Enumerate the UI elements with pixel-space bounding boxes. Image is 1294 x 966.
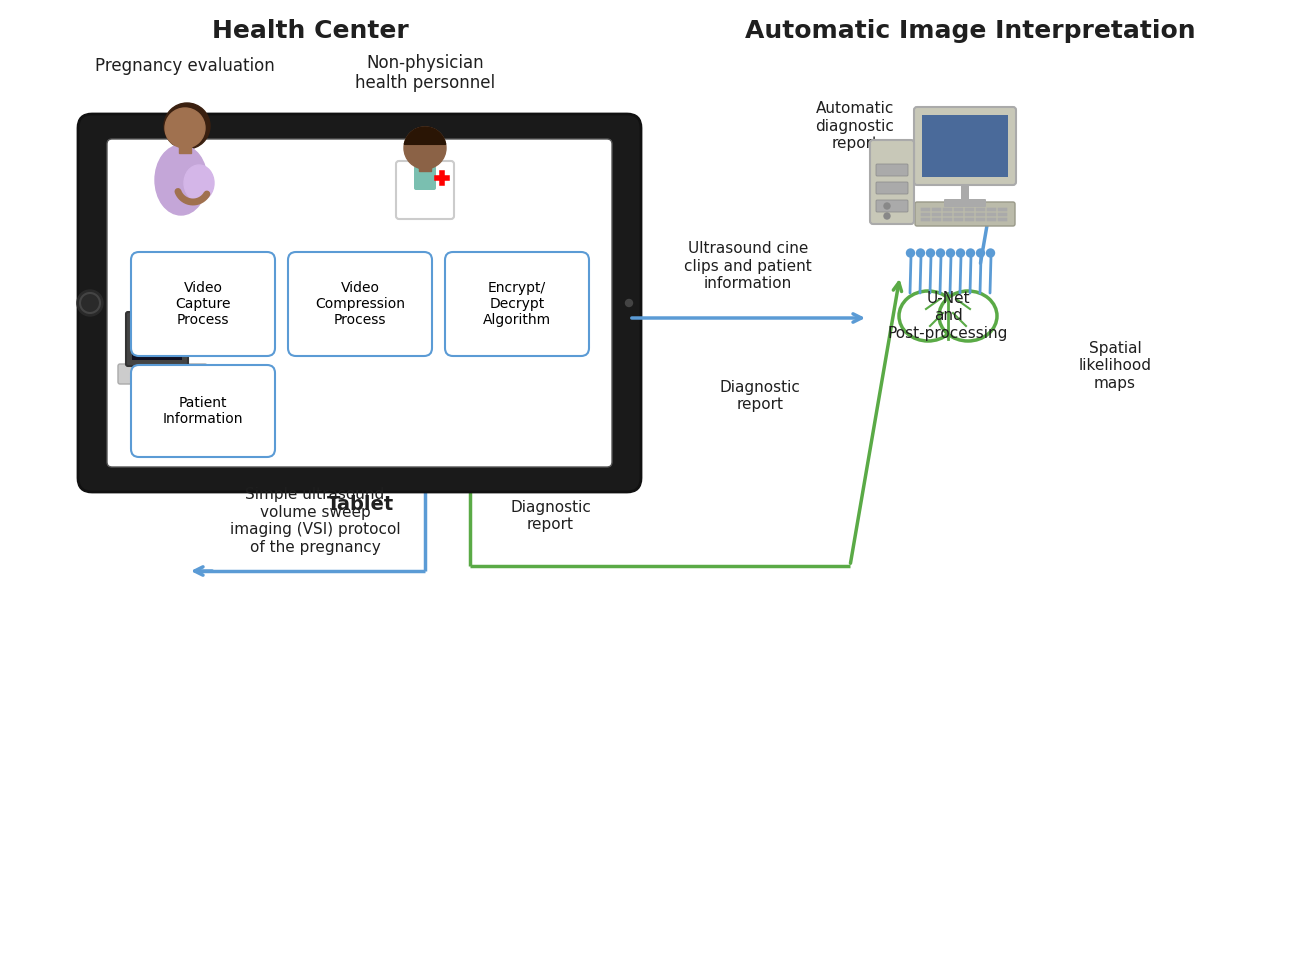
Circle shape <box>625 299 633 306</box>
FancyBboxPatch shape <box>921 217 930 221</box>
Circle shape <box>907 249 915 257</box>
FancyBboxPatch shape <box>943 217 952 221</box>
Circle shape <box>404 127 446 169</box>
Text: Video
Compression
Process: Video Compression Process <box>314 281 405 327</box>
FancyBboxPatch shape <box>965 213 974 216</box>
Text: Diagnostic
report: Diagnostic report <box>719 380 801 412</box>
FancyBboxPatch shape <box>923 115 1008 177</box>
FancyBboxPatch shape <box>998 217 1007 221</box>
FancyBboxPatch shape <box>954 217 963 221</box>
Circle shape <box>78 290 104 316</box>
Circle shape <box>164 103 210 149</box>
Text: Pregnancy evaluation: Pregnancy evaluation <box>96 57 274 75</box>
FancyBboxPatch shape <box>987 213 996 216</box>
FancyBboxPatch shape <box>965 208 974 212</box>
Text: Diagnostic
report: Diagnostic report <box>510 499 591 532</box>
Text: Video
Capture
Process: Video Capture Process <box>175 281 230 327</box>
Circle shape <box>884 213 890 219</box>
Circle shape <box>967 249 974 257</box>
FancyBboxPatch shape <box>118 364 207 384</box>
Circle shape <box>884 203 890 209</box>
Text: Simple ultrasound
volume sweep
imaging (VSI) protocol
of the pregnancy: Simple ultrasound volume sweep imaging (… <box>230 488 400 554</box>
FancyBboxPatch shape <box>131 252 276 356</box>
FancyBboxPatch shape <box>987 217 996 221</box>
Circle shape <box>916 249 924 257</box>
Text: U-Net
and
Post-processing: U-Net and Post-processing <box>888 291 1008 341</box>
FancyBboxPatch shape <box>914 107 1016 185</box>
FancyBboxPatch shape <box>954 213 963 216</box>
FancyBboxPatch shape <box>932 213 941 216</box>
FancyBboxPatch shape <box>943 208 952 212</box>
FancyBboxPatch shape <box>131 365 276 457</box>
FancyBboxPatch shape <box>998 208 1007 212</box>
FancyBboxPatch shape <box>107 139 612 467</box>
FancyBboxPatch shape <box>153 275 163 285</box>
Ellipse shape <box>155 145 207 215</box>
Text: Automatic Image Interpretation: Automatic Image Interpretation <box>744 19 1196 43</box>
FancyBboxPatch shape <box>876 182 908 194</box>
FancyBboxPatch shape <box>419 161 431 171</box>
Circle shape <box>977 249 985 257</box>
FancyBboxPatch shape <box>396 161 454 219</box>
Circle shape <box>166 108 204 148</box>
FancyBboxPatch shape <box>132 318 182 360</box>
FancyBboxPatch shape <box>870 140 914 224</box>
Text: Encrypt/
Decrypt
Algorithm: Encrypt/ Decrypt Algorithm <box>483 281 551 327</box>
Text: Tablet: Tablet <box>326 495 393 514</box>
FancyBboxPatch shape <box>126 312 188 366</box>
FancyBboxPatch shape <box>289 252 432 356</box>
Ellipse shape <box>939 291 996 341</box>
FancyBboxPatch shape <box>954 208 963 212</box>
Text: Patient
Information: Patient Information <box>163 396 243 426</box>
Circle shape <box>946 249 955 257</box>
FancyBboxPatch shape <box>965 217 974 221</box>
Circle shape <box>937 249 945 257</box>
FancyBboxPatch shape <box>987 208 996 212</box>
FancyBboxPatch shape <box>915 202 1014 226</box>
Circle shape <box>986 249 995 257</box>
FancyBboxPatch shape <box>78 114 641 492</box>
Circle shape <box>927 249 934 257</box>
Polygon shape <box>404 127 445 144</box>
Text: Automatic
diagnostic
report: Automatic diagnostic report <box>815 101 894 151</box>
FancyBboxPatch shape <box>876 164 908 176</box>
Ellipse shape <box>184 165 214 201</box>
Text: Health Center: Health Center <box>212 19 409 43</box>
FancyBboxPatch shape <box>976 213 985 216</box>
FancyBboxPatch shape <box>876 200 908 212</box>
FancyBboxPatch shape <box>148 282 166 314</box>
FancyBboxPatch shape <box>998 213 1007 216</box>
Text: Ultrasound cine
clips and patient
information: Ultrasound cine clips and patient inform… <box>685 242 811 291</box>
FancyBboxPatch shape <box>932 217 941 221</box>
FancyBboxPatch shape <box>921 208 930 212</box>
FancyBboxPatch shape <box>976 208 985 212</box>
FancyBboxPatch shape <box>445 252 589 356</box>
Ellipse shape <box>899 291 958 341</box>
FancyBboxPatch shape <box>945 199 986 207</box>
FancyBboxPatch shape <box>943 213 952 216</box>
Text: Spatial
likelihood
maps: Spatial likelihood maps <box>1078 341 1152 391</box>
FancyBboxPatch shape <box>921 213 930 216</box>
FancyBboxPatch shape <box>976 217 985 221</box>
FancyBboxPatch shape <box>932 208 941 212</box>
FancyBboxPatch shape <box>179 143 192 153</box>
Circle shape <box>956 249 964 257</box>
FancyBboxPatch shape <box>414 166 436 190</box>
FancyBboxPatch shape <box>961 182 969 204</box>
Text: Non-physician
health personnel: Non-physician health personnel <box>355 53 496 93</box>
